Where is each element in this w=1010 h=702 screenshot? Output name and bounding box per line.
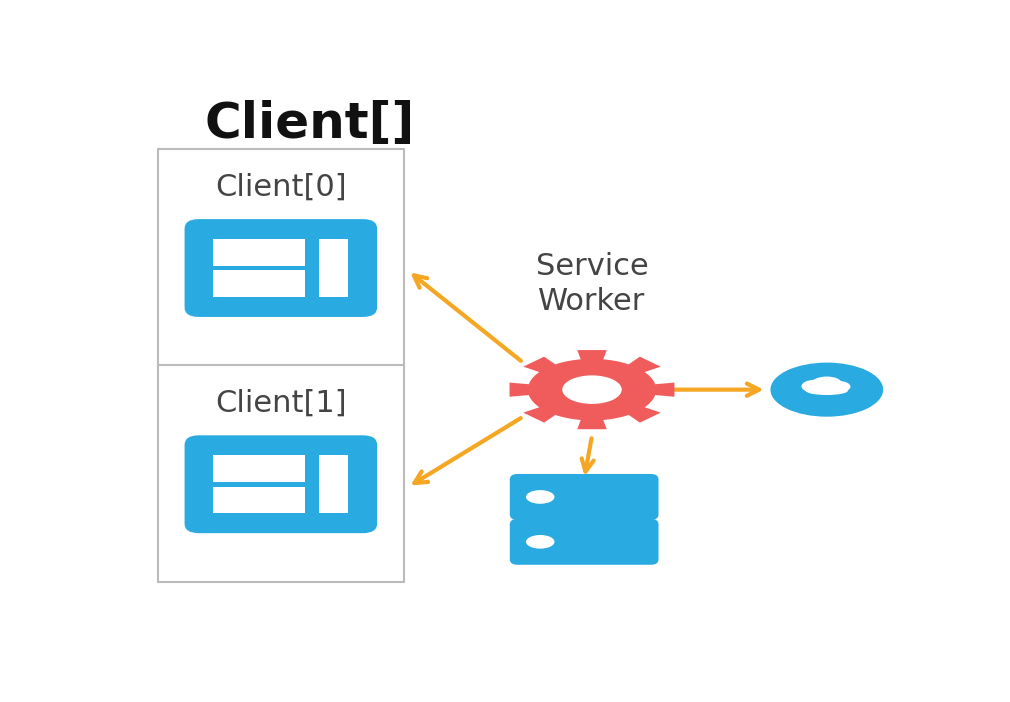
FancyBboxPatch shape — [158, 149, 404, 581]
Ellipse shape — [526, 535, 554, 549]
Ellipse shape — [802, 380, 828, 392]
FancyBboxPatch shape — [213, 456, 305, 482]
Text: Client[0]: Client[0] — [215, 173, 346, 201]
Ellipse shape — [811, 376, 842, 392]
Ellipse shape — [827, 381, 850, 392]
Ellipse shape — [806, 386, 848, 395]
FancyBboxPatch shape — [213, 239, 305, 265]
FancyBboxPatch shape — [185, 435, 377, 533]
Ellipse shape — [771, 363, 883, 417]
FancyBboxPatch shape — [185, 219, 377, 317]
FancyBboxPatch shape — [213, 270, 305, 297]
Polygon shape — [509, 350, 675, 429]
FancyBboxPatch shape — [213, 486, 305, 513]
Text: Service
Worker: Service Worker — [535, 252, 648, 316]
Ellipse shape — [563, 376, 622, 404]
Text: Client[]: Client[] — [204, 100, 415, 148]
FancyBboxPatch shape — [510, 519, 659, 565]
FancyBboxPatch shape — [318, 239, 348, 297]
FancyBboxPatch shape — [510, 474, 659, 520]
Ellipse shape — [526, 490, 554, 504]
FancyBboxPatch shape — [318, 456, 348, 513]
Text: Client[1]: Client[1] — [215, 389, 346, 418]
